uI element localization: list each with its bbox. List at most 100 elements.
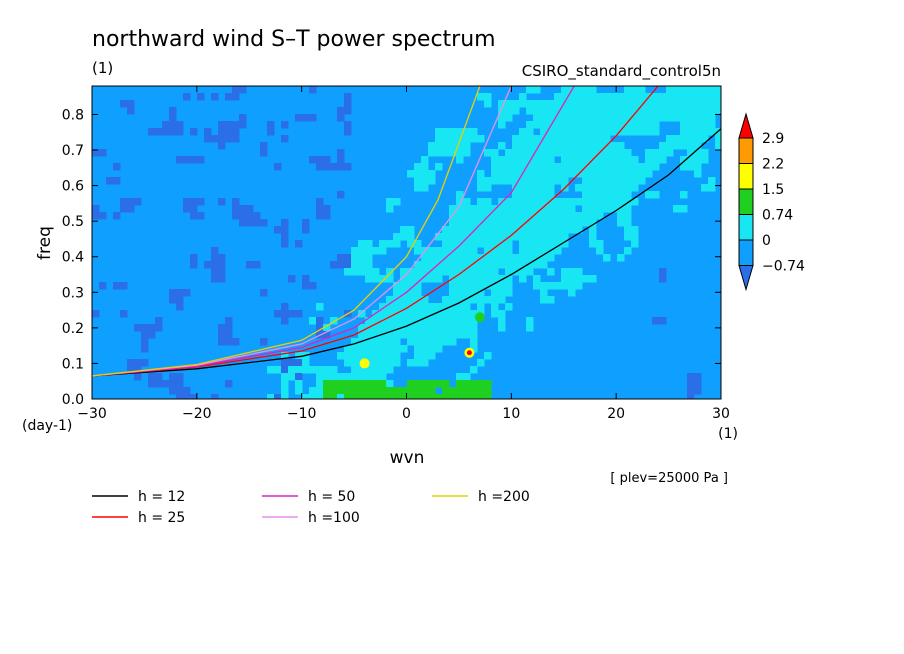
spectrum-cell bbox=[386, 198, 394, 206]
spectrum-cell bbox=[533, 247, 541, 255]
spectrum-cell bbox=[519, 247, 527, 255]
spectrum-cell bbox=[624, 247, 632, 255]
spectrum-cell bbox=[631, 233, 639, 241]
spectrum-cell bbox=[582, 135, 590, 143]
spectrum-cell bbox=[428, 170, 436, 178]
spectrum-cell bbox=[407, 170, 415, 178]
spectrum-cell bbox=[512, 170, 520, 178]
spectrum-cell bbox=[498, 282, 506, 290]
spectrum-cell bbox=[428, 177, 436, 185]
spectrum-cell bbox=[295, 387, 303, 395]
spectrum-cell bbox=[589, 142, 597, 150]
spectrum-cell bbox=[449, 128, 457, 136]
spectrum-cell bbox=[477, 233, 485, 241]
spectrum-cell bbox=[414, 240, 422, 248]
spectrum-cell bbox=[386, 240, 394, 248]
spectrum-cell bbox=[253, 219, 261, 227]
spectrum-cell bbox=[281, 233, 289, 241]
spectrum-cell bbox=[386, 366, 394, 374]
spectrum-cell bbox=[694, 373, 702, 381]
spectrum-cell bbox=[344, 268, 352, 276]
spectrum-cell bbox=[498, 233, 506, 241]
spectrum-cell bbox=[400, 331, 408, 339]
spectrum-cell bbox=[498, 240, 506, 248]
spectrum-cell bbox=[155, 373, 163, 381]
spectrum-cell bbox=[540, 254, 548, 262]
spectrum-cell bbox=[498, 163, 506, 171]
spectrum-cell bbox=[666, 149, 674, 157]
spectrum-cell bbox=[232, 212, 240, 220]
spectrum-cell bbox=[442, 296, 450, 304]
spectrum-cell bbox=[470, 135, 478, 143]
spectrum-cell bbox=[309, 156, 317, 164]
spectrum-cell bbox=[575, 93, 583, 101]
spectrum-cell bbox=[484, 247, 492, 255]
spectrum-cell bbox=[330, 261, 338, 269]
spectrum-cell bbox=[344, 261, 352, 269]
spectrum-cell bbox=[281, 135, 289, 143]
spectrum-cell bbox=[519, 149, 527, 157]
spectrum-cell bbox=[323, 366, 331, 374]
spectrum-cell bbox=[379, 338, 387, 346]
spectrum-cell bbox=[463, 387, 471, 395]
spectrum-cell bbox=[505, 226, 513, 234]
spectrum-cell bbox=[554, 163, 562, 171]
spectrum-cell bbox=[526, 219, 534, 227]
spectrum-cell bbox=[386, 317, 394, 325]
spectrum-cell bbox=[365, 268, 373, 276]
spectrum-cell bbox=[225, 324, 233, 332]
spectrum-cell bbox=[575, 86, 583, 94]
spectrum-cell bbox=[603, 149, 611, 157]
spectrum-cell bbox=[645, 156, 653, 164]
spectrum-cell bbox=[526, 212, 534, 220]
spectrum-cell bbox=[463, 247, 471, 255]
spectrum-cell bbox=[617, 121, 625, 129]
spectrum-cell bbox=[218, 254, 226, 262]
spectrum-cell bbox=[218, 128, 226, 136]
spectrum-cell bbox=[589, 100, 597, 108]
spectrum-cell bbox=[512, 135, 520, 143]
spectrum-cell bbox=[561, 128, 569, 136]
spectrum-cell bbox=[547, 156, 555, 164]
spectrum-cell bbox=[358, 324, 366, 332]
y-tick-label: 0.1 bbox=[62, 356, 84, 372]
spectrum-cell bbox=[470, 226, 478, 234]
spectrum-cell bbox=[281, 380, 289, 388]
spectrum-cell bbox=[575, 198, 583, 206]
spectrum-cell bbox=[547, 184, 555, 192]
spectrum-cell bbox=[211, 268, 219, 276]
y-axis: 0.0 0.1 0.2 0.3 0.4 0.5 0.6 0.7 0.8 bbox=[62, 107, 721, 408]
spectrum-cell bbox=[470, 275, 478, 283]
spectrum-cell bbox=[288, 359, 296, 367]
spectrum-cell bbox=[407, 282, 415, 290]
spectrum-cell bbox=[218, 338, 226, 346]
spectrum-cell bbox=[519, 191, 527, 199]
spectrum-cell bbox=[491, 296, 499, 304]
spectrum-cell bbox=[603, 156, 611, 164]
spectrum-cell bbox=[435, 149, 443, 157]
spectrum-cell bbox=[456, 296, 464, 304]
spectrum-cell bbox=[575, 219, 583, 227]
spectrum-cell bbox=[295, 310, 303, 318]
spectrum-cell bbox=[281, 219, 289, 227]
series-line-25 bbox=[92, 86, 659, 377]
spectrum-cell bbox=[617, 100, 625, 108]
spectrum-cell bbox=[477, 275, 485, 283]
spectrum-cell bbox=[449, 142, 457, 150]
legend-label: h =100 bbox=[308, 510, 360, 526]
spectrum-cell bbox=[694, 142, 702, 150]
spectrum-cell bbox=[568, 142, 576, 150]
spectrum-cell bbox=[596, 100, 604, 108]
spectrum-cell bbox=[575, 268, 583, 276]
spectrum-cell bbox=[148, 373, 156, 381]
spectrum-cell bbox=[631, 114, 639, 122]
spectrum-cell bbox=[442, 303, 450, 311]
spectrum-cell bbox=[512, 163, 520, 171]
spectrum-cell bbox=[484, 394, 492, 399]
spectrum-cell bbox=[603, 177, 611, 185]
spectrum-cell bbox=[190, 156, 198, 164]
spectrum-cell bbox=[197, 198, 205, 206]
spectrum-cell bbox=[344, 394, 352, 399]
spectrum-cell bbox=[526, 317, 534, 325]
